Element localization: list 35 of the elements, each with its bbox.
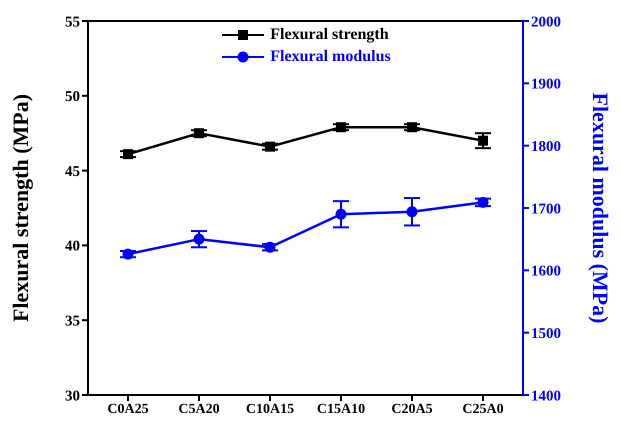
point (123, 149, 133, 160)
y2-tick-label: 2000 (531, 14, 561, 30)
x-tick-label: C0A25 (107, 402, 149, 417)
y2-tick-label: 1400 (531, 388, 561, 404)
point (122, 248, 134, 260)
point (336, 122, 346, 132)
x-tick-label: C15A10 (316, 402, 366, 417)
y2-tick-label: 1900 (531, 76, 561, 93)
point (194, 234, 204, 245)
point (478, 136, 488, 146)
y2-tick-label: 1800 (531, 138, 561, 155)
point (336, 208, 346, 220)
y-tick-label: 30 (65, 388, 80, 404)
y-tick-label: 40 (65, 238, 80, 255)
y2-axis-title: Flexural modulus (MPa) (588, 92, 614, 324)
legend-label: Flexural strength (270, 26, 389, 44)
legend-label: Flexural modulus (270, 48, 391, 66)
x-tick-label: C10A15 (246, 402, 294, 417)
x-tick-label: C20A5 (391, 402, 433, 417)
point (478, 196, 488, 208)
x-tick-label: C25A0 (462, 402, 504, 417)
y-tick-label: 35 (65, 314, 80, 330)
point (265, 142, 275, 152)
point (406, 206, 418, 218)
point (264, 242, 276, 253)
x-tick-label: C5A20 (178, 402, 220, 417)
y2-tick-label: 1500 (531, 326, 561, 342)
y-tick-label: 50 (65, 89, 80, 106)
y-axis-title: Flexural strength (MPa) (8, 94, 33, 322)
point (407, 122, 417, 132)
y-tick-label: 45 (65, 164, 80, 180)
y2-tick-label: 1700 (531, 201, 561, 218)
y-tick-label: 55 (65, 14, 80, 30)
y2-tick-label: 1600 (531, 264, 561, 280)
point (194, 128, 204, 138)
